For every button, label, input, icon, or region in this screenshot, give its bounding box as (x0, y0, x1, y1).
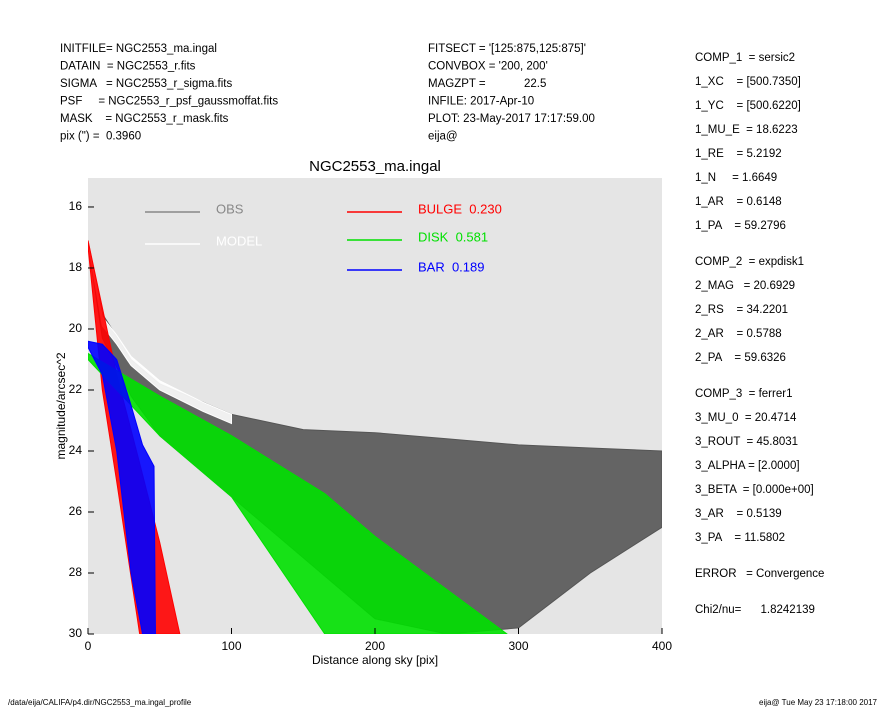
param-line: 2_RS = 34.2201 (695, 304, 788, 316)
header-line: INFILE: 2017-Apr-10 (428, 96, 534, 108)
param-line: 3_AR = 0.5139 (695, 508, 782, 520)
x-tick-label: 400 (652, 639, 672, 653)
header-line: FITSECT = '[125:875,125:875]' (428, 43, 586, 55)
param-line: 3_ALPHA = [2.0000] (695, 460, 800, 472)
param-line: 1_N = 1.6649 (695, 172, 777, 184)
legend-label: MODEL (216, 233, 262, 248)
footer-path: /data/eija/CALIFA/p4.dir/NGC2553_ma.inga… (8, 698, 192, 707)
header-line: eija@ (428, 131, 458, 143)
x-tick-label: 300 (508, 639, 528, 653)
x-tick-label: 0 (85, 639, 92, 653)
chart-title: NGC2553_ma.ingal (309, 158, 441, 175)
x-axis-label: Distance along sky [pix] (312, 653, 438, 667)
header-line: INITFILE= NGC2553_ma.ingal (60, 43, 217, 55)
param-line: 1_YC = [500.6220] (695, 100, 801, 112)
param-line: 3_BETA = [0.000e+00] (695, 484, 814, 496)
data-band (88, 340, 156, 634)
header-line: MASK = NGC2553_r_mask.fits (60, 113, 229, 125)
param-line: 1_PA = 59.2796 (695, 220, 786, 232)
header-line: MAGZPT = 22.5 (428, 78, 546, 90)
y-tick-label: 28 (69, 565, 83, 579)
header-line: pix (") = 0.3960 (60, 131, 141, 143)
param-line: COMP_2 = expdisk1 (695, 256, 804, 268)
param-line: COMP_3 = ferrer1 (695, 388, 792, 400)
y-tick-label: 18 (69, 260, 83, 274)
param-line: 3_PA = 11.5802 (695, 532, 785, 544)
param-line: 2_AR = 0.5788 (695, 328, 782, 340)
y-tick-label: 30 (69, 626, 83, 640)
header-line: PLOT: 23-May-2017 17:17:59.00 (428, 113, 595, 125)
x-tick-label: 100 (221, 639, 241, 653)
legend-label: BAR 0.189 (418, 259, 485, 274)
param-line: 1_AR = 0.6148 (695, 196, 782, 208)
footer-date: eija@ Tue May 23 17:18:00 2017 (759, 698, 878, 707)
header-line: DATAIN = NGC2553_r.fits (60, 61, 196, 73)
param-line: 1_MU_E = 18.6223 (695, 124, 798, 136)
legend-label: DISK 0.581 (418, 229, 488, 244)
y-tick-label: 22 (69, 382, 83, 396)
y-tick-label: 24 (69, 443, 83, 457)
legend-label: OBS (216, 201, 244, 216)
param-line: 3_MU_0 = 20.4714 (695, 412, 797, 424)
data-band (88, 352, 508, 634)
x-tick-label: 200 (365, 639, 385, 653)
y-tick-label: 20 (69, 321, 83, 335)
y-axis-label: magnitude/arcsec^2 (54, 352, 68, 459)
header-line: SIGMA = NGC2553_r_sigma.fits (60, 78, 232, 90)
param-line: Chi2/nu= 1.8242139 (695, 604, 815, 616)
param-line: COMP_1 = sersic2 (695, 52, 795, 64)
header-line: CONVBOX = '200, 200' (428, 61, 548, 73)
param-line: 1_XC = [500.7350] (695, 76, 801, 88)
param-line: 1_RE = 5.2192 (695, 148, 782, 160)
header-line: PSF = NGC2553_r_psf_gaussmoffat.fits (60, 96, 278, 108)
y-tick-label: 16 (69, 199, 83, 213)
param-line: 2_PA = 59.6326 (695, 352, 786, 364)
param-line: ERROR = Convergence (695, 568, 824, 580)
param-line: 3_ROUT = 45.8031 (695, 436, 798, 448)
param-line: 2_MAG = 20.6929 (695, 280, 795, 292)
legend-label: BULGE 0.230 (418, 201, 502, 216)
y-tick-label: 26 (69, 504, 83, 518)
